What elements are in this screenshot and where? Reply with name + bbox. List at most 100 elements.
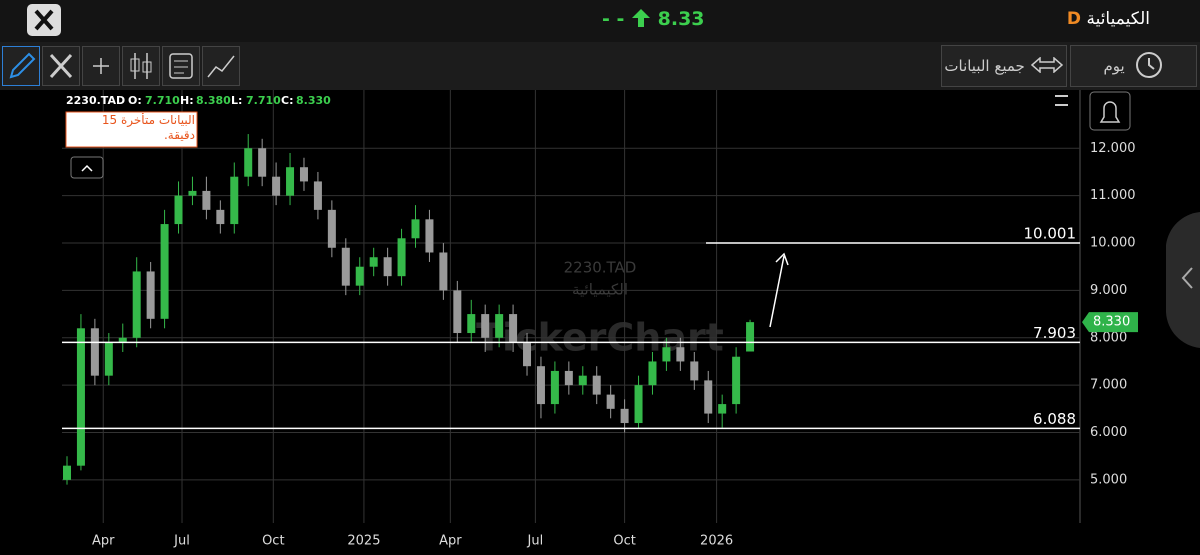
delay-notice-box <box>65 111 198 148</box>
close-button[interactable] <box>27 4 61 36</box>
y-tick-label: 11.000 <box>1090 188 1136 203</box>
list-icon <box>169 53 193 79</box>
close-icon <box>34 9 54 31</box>
price-box: - - 8.33 <box>602 8 705 30</box>
candle-body <box>620 408 629 424</box>
candle-body <box>425 219 434 253</box>
candle-body <box>564 370 573 386</box>
y-tick-label: 6.000 <box>1090 425 1127 440</box>
candle-body <box>411 219 420 239</box>
candle-body <box>397 238 406 277</box>
collapse-icon <box>81 164 93 172</box>
candle-body <box>578 375 587 386</box>
candle-body <box>299 167 308 182</box>
y-tick-label: 10.000 <box>1090 236 1136 251</box>
period-badge: D <box>1066 9 1082 29</box>
y-tick-label: 7.000 <box>1090 378 1127 393</box>
x-tick-label: 2025 <box>347 534 380 549</box>
candle-body <box>132 271 141 338</box>
candle-body <box>174 195 183 225</box>
side-tab-icon <box>1181 267 1193 289</box>
last-price-label: 8.330 <box>1093 315 1130 330</box>
candle-body <box>160 224 169 319</box>
x-tick-label: 2026 <box>700 534 733 549</box>
candle-body <box>676 347 685 362</box>
candle-body <box>481 314 490 338</box>
tools-icon <box>49 53 73 79</box>
candle-body <box>286 167 295 196</box>
all-data-label: جميع البيانات <box>944 57 1025 75</box>
candle-body <box>313 181 322 210</box>
candle-body <box>606 394 615 409</box>
candle-body <box>467 314 476 334</box>
bell-icon <box>1099 101 1121 123</box>
candle-body <box>118 337 127 343</box>
candle-body <box>369 257 378 267</box>
last-price-tag <box>1082 312 1138 333</box>
price-dashes: - - <box>602 8 625 30</box>
side-tab[interactable] <box>1166 212 1200 348</box>
candle-body <box>523 342 532 367</box>
alert-button[interactable] <box>1089 91 1131 131</box>
candle-body <box>272 176 281 196</box>
all-data-button[interactable]: جميع البيانات <box>941 45 1067 87</box>
y-tick-label: 12.000 <box>1090 141 1136 156</box>
delay-notice-text: البيانات متأخرة 15 دقيقة. <box>101 113 195 142</box>
y-tick-label: 9.000 <box>1090 283 1127 298</box>
candle-body <box>188 190 197 196</box>
last-price: 8.33 <box>657 8 705 30</box>
x-tick-label: Jul <box>173 534 190 549</box>
level-label: 6.088 <box>1033 410 1076 428</box>
x-tick-label: Oct <box>613 534 635 549</box>
range-icon <box>1030 56 1063 74</box>
crosshair-icon <box>93 58 109 74</box>
candle-body <box>550 370 559 405</box>
legend-value: 8.380 <box>196 94 231 107</box>
settings-tool[interactable] <box>42 46 80 86</box>
candle-body <box>509 314 518 343</box>
legend-key: O: <box>128 94 142 107</box>
candle-body <box>746 322 755 352</box>
candle-body <box>704 380 713 414</box>
candle-body <box>355 266 364 286</box>
y-tick-label: 5.000 <box>1090 472 1127 487</box>
x-tick-label: Oct <box>262 534 284 549</box>
candle-body <box>258 148 267 177</box>
plot-area <box>62 90 1080 523</box>
up-arrow <box>632 9 651 27</box>
candle-body <box>63 465 71 480</box>
symbol-name: الكيميائية <box>1086 9 1150 29</box>
period-label: يوم <box>1103 57 1125 75</box>
legend-symbol: 2230.TAD <box>66 94 125 107</box>
legend-key: H: <box>180 94 194 107</box>
level-label: 10.001 <box>1024 224 1077 242</box>
crosshair-tool[interactable] <box>82 46 120 86</box>
legend-value: 7.710 <box>145 94 180 107</box>
candle-tool[interactable] <box>122 46 160 86</box>
symbol-title: D الكيميائية <box>1067 9 1150 29</box>
legend-key: L: <box>231 94 242 107</box>
candle-body <box>104 342 113 376</box>
layout-icon[interactable] <box>1055 95 1068 106</box>
compare-tool[interactable] <box>202 46 240 86</box>
indicator-tool[interactable] <box>162 46 200 86</box>
top-bar: - - 8.33 D الكيميائية <box>0 0 1200 42</box>
candle-body <box>327 209 336 248</box>
x-tick-label: Apr <box>92 534 115 549</box>
legend-key: C: <box>281 94 293 107</box>
line-icon <box>207 55 235 78</box>
candle-body <box>90 328 99 376</box>
candle-body <box>732 356 741 405</box>
collapse-button[interactable] <box>70 156 104 179</box>
draw-tool[interactable] <box>2 46 40 86</box>
candle-body <box>146 271 155 319</box>
legend: 2230.TAD O: 7.710 H: 8.380 L: 7.710 C: 8… <box>66 94 331 107</box>
period-button[interactable]: يوم <box>1070 45 1197 87</box>
y-tick-label: 8.000 <box>1090 330 1127 345</box>
candle-body <box>662 347 671 362</box>
candle-icon <box>130 53 152 79</box>
candle-body <box>216 209 225 225</box>
x-tick-label: Jul <box>527 534 544 549</box>
x-tick-label: Apr <box>439 534 462 549</box>
